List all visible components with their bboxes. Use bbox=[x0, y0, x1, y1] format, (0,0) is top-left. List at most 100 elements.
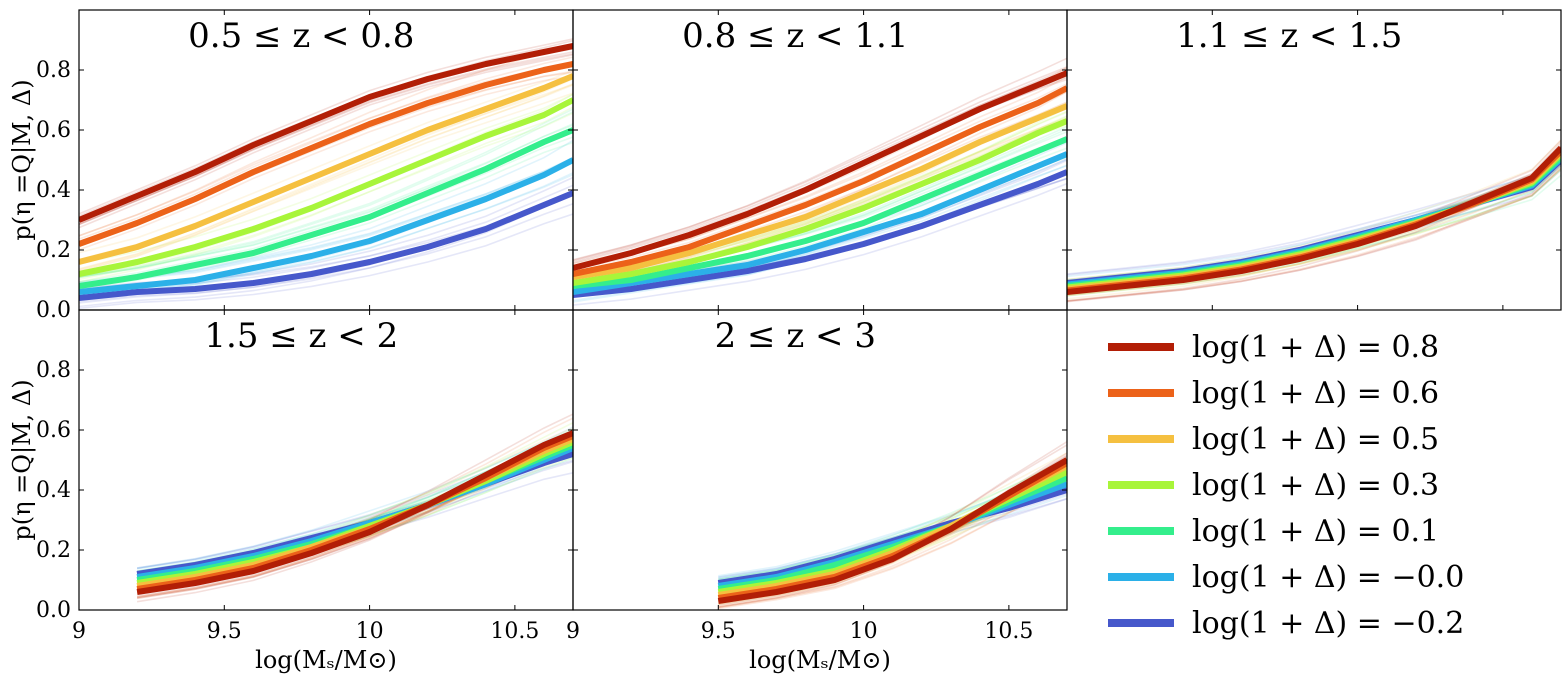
axes-frame bbox=[572, 309, 1068, 611]
x-axis-label: log(Mₛ/M⊙) bbox=[749, 646, 891, 674]
sample-curve bbox=[573, 57, 1067, 262]
sample-curve bbox=[1067, 167, 1561, 302]
legend-label: log(1 + Δ) = 0.1 bbox=[1192, 514, 1439, 549]
series-line bbox=[573, 136, 1067, 289]
sample-curve bbox=[136, 421, 573, 576]
plot-area bbox=[573, 57, 1067, 306]
panel-title: 1.5 ≤ z < 2 bbox=[204, 316, 398, 356]
series-line bbox=[573, 85, 1067, 277]
sample-curve bbox=[1067, 153, 1561, 293]
legend: log(1 + Δ) = 0.8 log(1 + Δ) = 0.6 log(1 + … bbox=[1108, 330, 1464, 641]
sample-curve bbox=[136, 427, 573, 578]
y-tick-label: 0.4 bbox=[36, 178, 71, 203]
panel-title: 0.8 ≤ z < 1.1 bbox=[682, 16, 908, 56]
series-line bbox=[573, 103, 1067, 280]
sample-curve bbox=[79, 69, 573, 254]
series-line bbox=[79, 73, 573, 265]
x-tick-label: 9 bbox=[72, 619, 86, 644]
y-axis-label: p(η =Q|M, Δ) bbox=[8, 379, 37, 540]
y-tick-label: 0.0 bbox=[36, 298, 71, 323]
sample-curve bbox=[136, 428, 573, 572]
sample-curve bbox=[79, 141, 573, 290]
sample-curve bbox=[1067, 146, 1561, 287]
series-line bbox=[79, 97, 573, 277]
series-line bbox=[573, 118, 1067, 286]
sample-curve bbox=[1067, 139, 1561, 281]
sample-curve bbox=[573, 182, 1067, 306]
sample-curve bbox=[79, 108, 573, 277]
sample-curve bbox=[1067, 164, 1561, 303]
sample-curve bbox=[1067, 154, 1561, 285]
sample-curve bbox=[79, 82, 573, 273]
series-line bbox=[1067, 157, 1561, 286]
sample-curve bbox=[1067, 147, 1561, 275]
panel-5: 9 9.5 10 10.5 2 ≤ z < 3 log(Mₛ/M⊙) bbox=[566, 309, 1068, 674]
series-line bbox=[136, 430, 573, 595]
x-tick-label: 10 bbox=[356, 619, 384, 644]
series-line bbox=[573, 70, 1067, 271]
sample-curve bbox=[1067, 168, 1561, 297]
plot-area bbox=[79, 38, 573, 310]
sample-curve bbox=[79, 173, 573, 297]
series-line bbox=[79, 43, 573, 223]
sample-curve bbox=[136, 426, 573, 569]
legend-label: log(1 + Δ) = −0.0 bbox=[1192, 560, 1464, 595]
sample-curve bbox=[1067, 162, 1561, 297]
sample-curve bbox=[79, 75, 573, 251]
x-axis-label: log(Mₛ/M⊙) bbox=[255, 646, 397, 674]
sample-curve bbox=[79, 156, 573, 285]
sample-curve bbox=[136, 417, 573, 581]
sample-curve bbox=[79, 203, 573, 303]
y-tick-label: 0.8 bbox=[36, 58, 71, 83]
sample-curve bbox=[79, 78, 573, 270]
panel-4: 9 9.5 10 10.5 0.0 0.2 0.4 0.6 0.8 1.5 ≤ z < 2 p(η … bbox=[8, 309, 574, 674]
sample-curve bbox=[718, 482, 1067, 610]
sample-curve bbox=[1067, 145, 1561, 281]
sample-curve bbox=[79, 92, 573, 272]
sample-curve bbox=[79, 123, 573, 283]
x-tick-label: 9 bbox=[566, 619, 580, 644]
series-line bbox=[79, 61, 573, 247]
plot-area bbox=[1067, 139, 1561, 303]
x-tick-label: 10.5 bbox=[490, 619, 539, 644]
sample-curve bbox=[718, 460, 1067, 581]
sample-curve bbox=[79, 53, 573, 226]
legend-entry: log(1 + Δ) = 0.8 bbox=[1108, 330, 1439, 365]
series-line bbox=[79, 127, 573, 289]
legend-label: log(1 + Δ) = 0.3 bbox=[1192, 468, 1439, 503]
sample-curve bbox=[1067, 144, 1561, 294]
sample-curve bbox=[573, 66, 1067, 261]
y-tick-label: 0.6 bbox=[36, 118, 71, 143]
sample-curve bbox=[79, 213, 573, 310]
x-tick-label: 9.5 bbox=[701, 619, 736, 644]
sample-curve bbox=[1067, 167, 1561, 302]
series-line bbox=[717, 457, 1067, 604]
sample-curve bbox=[79, 54, 573, 229]
y-tick-label: 0.2 bbox=[36, 238, 71, 263]
sample-curve bbox=[1067, 145, 1561, 294]
series-line bbox=[1067, 145, 1561, 295]
y-tick-label: 0.6 bbox=[36, 418, 71, 443]
legend-entry: log(1 + Δ) = −0.2 bbox=[1108, 606, 1464, 641]
x-tick-label: 10.5 bbox=[984, 619, 1033, 644]
legend-entry: log(1 + Δ) = 0.3 bbox=[1108, 468, 1439, 503]
legend-label: log(1 + Δ) = −0.2 bbox=[1192, 606, 1464, 641]
panel-3: 1.1 ≤ z < 1.5 bbox=[1066, 9, 1562, 311]
y-tick-label: 0.2 bbox=[36, 538, 71, 563]
legend-label: log(1 + Δ) = 0.6 bbox=[1192, 376, 1439, 411]
sample-curve bbox=[79, 124, 573, 279]
sample-curve bbox=[136, 431, 573, 576]
plot-area bbox=[136, 413, 573, 603]
legend-entry: log(1 + Δ) = −0.0 bbox=[1108, 560, 1464, 595]
series-line bbox=[573, 151, 1067, 295]
panel-title: 0.5 ≤ z < 0.8 bbox=[188, 16, 414, 56]
plot-area bbox=[717, 441, 1067, 610]
legend-entry: log(1 + Δ) = 0.6 bbox=[1108, 376, 1439, 411]
sample-curve bbox=[79, 38, 573, 215]
sample-curve bbox=[79, 43, 573, 237]
panel-title: 2 ≤ z < 3 bbox=[715, 316, 876, 356]
panel-2: 0.8 ≤ z < 1.1 bbox=[572, 9, 1068, 311]
x-tick-label: 9.5 bbox=[207, 619, 242, 644]
legend-entry: log(1 + Δ) = 0.5 bbox=[1108, 422, 1439, 457]
